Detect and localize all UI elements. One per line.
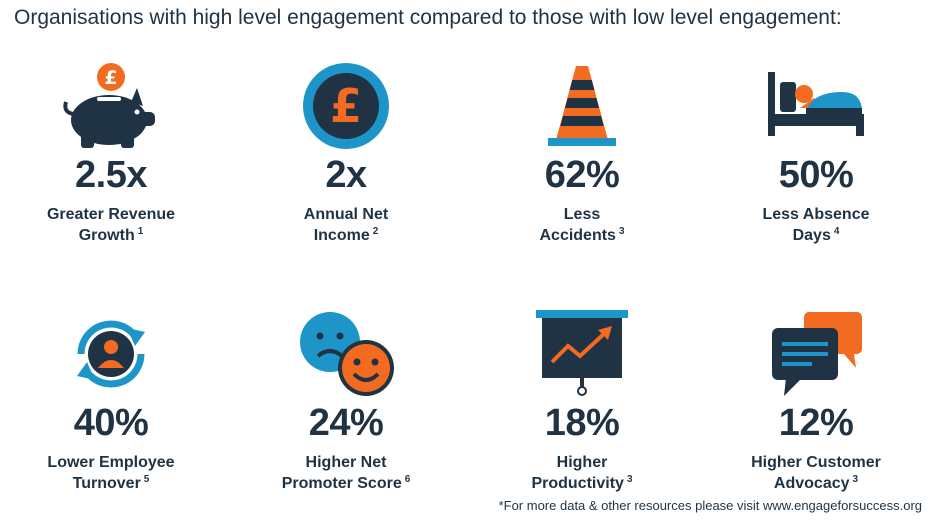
stat-label-line1: Annual Net	[303, 206, 389, 223]
stat-label: Lower Employee Turnover 5	[11, 452, 211, 494]
stat-label-line2: Days	[792, 227, 831, 244]
stat-reference: 5	[143, 473, 150, 485]
stat-value: 50%	[778, 154, 854, 196]
traffic-cone-icon	[532, 62, 632, 150]
stat-reference: 3	[626, 473, 633, 485]
employee-turnover-icon	[61, 310, 161, 398]
stat-label: Higher Net Promoter Score 6	[246, 452, 446, 494]
stat-label: Annual Net Income 2	[246, 204, 446, 246]
piggy-bank-icon: £	[61, 62, 161, 150]
presentation-chart-icon	[532, 310, 632, 398]
stat-label: Less Accidents 3	[482, 204, 682, 246]
pound-coin-icon: £	[296, 62, 396, 150]
svg-text:£: £	[330, 79, 362, 133]
stat-label-line1: Higher	[556, 454, 608, 471]
stat-label: Higher Productivity 3	[482, 452, 682, 494]
stat-label-line1: Less	[563, 206, 601, 223]
stat-reference: 2	[372, 225, 379, 237]
stat-label-line2: Turnover	[72, 475, 141, 492]
stat-label-line2: Growth	[78, 227, 135, 244]
stat-value: 2.5x	[75, 154, 147, 196]
stat-label: Greater Revenue Growth 1	[11, 204, 211, 246]
stat-value: 2x	[325, 154, 367, 196]
stat-label-line1: Less Absence	[762, 206, 870, 223]
stat-label-line2: Productivity	[531, 475, 624, 492]
stat-label: Higher Customer Advocacy 3	[716, 452, 916, 494]
stat-value: 40%	[73, 402, 149, 444]
footnote: *For more data & other resources please …	[498, 498, 922, 513]
speech-bubbles-icon	[766, 310, 866, 398]
stat-value: 12%	[778, 402, 854, 444]
stat-label-line1: Higher Net	[305, 454, 387, 471]
stat-value: 62%	[544, 154, 620, 196]
stat-label-line2: Income	[313, 227, 370, 244]
page-title: Organisations with high level engagement…	[14, 6, 842, 29]
stat-label-line2: Accidents	[539, 227, 616, 244]
smiley-faces-icon	[296, 310, 396, 398]
stat-value: 18%	[544, 402, 620, 444]
stat-reference: 6	[404, 473, 411, 485]
stat-value: 24%	[308, 402, 384, 444]
stat-reference: 3	[852, 473, 859, 485]
stat-label-line1: Higher Customer	[751, 454, 881, 471]
stat-reference: 3	[618, 225, 625, 237]
svg-text:£: £	[104, 67, 117, 89]
stat-label: Less Absence Days 4	[716, 204, 916, 246]
stat-label-line2: Promoter Score	[281, 475, 402, 492]
stat-label-line1: Greater Revenue	[46, 206, 176, 223]
person-in-bed-icon	[766, 62, 866, 150]
stat-label-line2: Advocacy	[773, 475, 850, 492]
stat-reference: 1	[137, 225, 144, 237]
stat-label-line1: Lower Employee	[47, 454, 175, 471]
stat-reference: 4	[833, 225, 840, 237]
